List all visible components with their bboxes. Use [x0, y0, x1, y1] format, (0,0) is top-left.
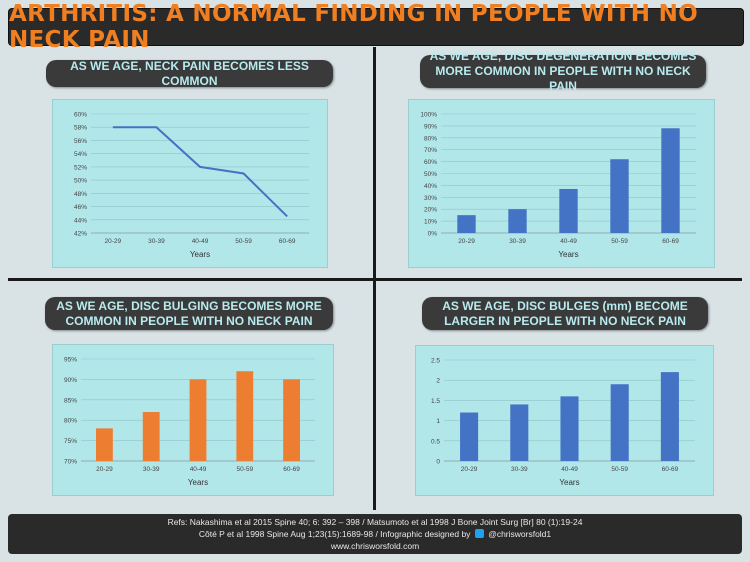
chart-title-disc-bulging: AS WE AGE, DISC BULGING BECOMES MORE COM…: [45, 297, 333, 330]
y-tick-label: 2.5: [431, 358, 440, 365]
y-tick-label: 70%: [64, 459, 77, 466]
x-tick-label: 30-39: [148, 238, 165, 245]
y-tick-label: 10%: [424, 219, 437, 226]
x-tick-label: 40-49: [192, 238, 209, 245]
y-tick-label: 70%: [424, 147, 437, 154]
y-tick-label: 100%: [420, 112, 437, 119]
chart-neck-pain: 42% 44% 46% 48% 50% 52% 54% 56% 58% 60% 20-29 30-39…: [52, 99, 328, 268]
y-tick-label: 48%: [74, 191, 87, 198]
footer-refs-line: Refs: Nakashima et al 2015 Spine 40; 6: …: [167, 517, 583, 527]
y-tick-label: 52%: [74, 164, 87, 171]
page-title: ARTHRITIS: A NORMAL FINDING IN PEOPLE WI…: [9, 1, 699, 53]
x-tick-label: 20-29: [458, 238, 475, 245]
x-tick-label: 20-29: [96, 466, 113, 473]
y-tick-label: 30%: [424, 195, 437, 202]
bar: [189, 379, 207, 461]
y-tick-label: 50%: [74, 178, 87, 185]
y-tick-label: 90%: [64, 377, 77, 384]
y-tick-label: 56%: [74, 138, 87, 145]
bar: [660, 372, 679, 461]
y-tick-label: 44%: [74, 217, 87, 224]
bar: [457, 215, 476, 233]
y-tick-label: 95%: [64, 357, 77, 364]
chart-svg: 42% 44% 46% 48% 50% 52% 54% 56% 58% 60% 20-29 30-39…: [74, 112, 309, 259]
y-tick-label: 42%: [74, 231, 87, 238]
x-tick-label: 60-69: [662, 466, 679, 473]
bar: [560, 396, 579, 461]
y-tick-label: 85%: [64, 397, 77, 404]
chart-title-neck-pain: AS WE AGE, NECK PAIN BECOMES LESS COMMON: [46, 59, 333, 88]
x-tick-label: 20-29: [104, 238, 121, 245]
chart-disc-bulge-size: 0 0.5 1 1.5 2 2.5 20-29 30-39 40-49 50-59 60-69 Yea…: [415, 345, 714, 496]
footer-credits-text: Côté P et al 1998 Spine Aug 1;23(15):168…: [198, 529, 471, 539]
y-tick-label: 80%: [64, 418, 77, 425]
y-tick-label: 58%: [74, 125, 87, 132]
y-tick-label: 20%: [424, 207, 437, 214]
x-tick-label: 40-49: [561, 466, 578, 473]
bar: [508, 209, 527, 233]
x-tick-label: 40-49: [190, 466, 207, 473]
title-bar: ARTHRITIS: A NORMAL FINDING IN PEOPLE WI…: [8, 1, 744, 53]
x-tick-label: 50-59: [611, 466, 628, 473]
chart-title-disc-bulge-size: AS WE AGE, DISC BULGES (mm) BECOME LARGE…: [422, 297, 708, 330]
y-tick-label: 90%: [424, 123, 437, 130]
y-tick-label: 54%: [74, 151, 87, 158]
y-tick-label: 80%: [424, 135, 437, 142]
x-tick-label: 50-59: [236, 466, 253, 473]
x-axis-label: Years: [190, 250, 210, 259]
chart-disc-degeneration: 0% 10% 20% 30% 40% 50% 60% 70% 80% 90% 100% 20-29 30…: [408, 99, 715, 268]
bar: [142, 412, 160, 461]
x-axis-label: Years: [558, 250, 578, 259]
y-tick-label: 1.5: [431, 398, 440, 405]
x-tick-label: 50-59: [235, 238, 252, 245]
chart-svg: 0% 10% 20% 30% 40% 50% 60% 70% 80% 90% 100% 20-29 30…: [420, 112, 696, 259]
bar: [661, 128, 680, 233]
x-tick-label: 50-59: [611, 238, 628, 245]
y-tick-label: 0%: [428, 231, 438, 238]
bar: [460, 412, 479, 461]
y-tick-label: 50%: [424, 171, 437, 178]
y-tick-label: 1: [436, 418, 440, 425]
y-tick-label: 46%: [74, 204, 87, 211]
footer: Refs: Nakashima et al 2015 Spine 40; 6: …: [8, 514, 742, 554]
bar: [610, 159, 629, 233]
x-tick-label: 60-69: [662, 238, 679, 245]
footer-website: www.chrisworsfold.com: [330, 541, 420, 551]
bar: [95, 428, 113, 461]
bar: [510, 404, 529, 461]
chart-svg: 70% 75% 80% 85% 90% 95% 20-29 30-39 40-49 50-59 60…: [64, 357, 315, 487]
x-tick-label: 20-29: [461, 466, 478, 473]
y-tick-label: 0: [436, 459, 440, 466]
x-tick-label: 30-39: [143, 466, 160, 473]
x-axis-label: Years: [188, 478, 208, 487]
chart-svg: 0 0.5 1 1.5 2 2.5 20-29 30-39 40-49 50-59 60-69 Yea…: [431, 358, 695, 487]
series-line: [112, 126, 288, 218]
y-tick-label: 60%: [74, 112, 87, 119]
chart-title-disc-degeneration: AS WE AGE, DISC DEGENERATION BECOMES MOR…: [420, 49, 706, 93]
bar: [559, 188, 578, 233]
x-axis-label: Years: [559, 478, 579, 487]
twitter-handle: @chrisworsfold1: [488, 529, 552, 539]
footer-credits-line: Côté P et al 1998 Spine Aug 1;23(15):168…: [8, 528, 742, 540]
y-tick-label: 40%: [424, 183, 437, 190]
y-tick-label: 75%: [64, 438, 77, 445]
x-tick-label: 40-49: [560, 238, 577, 245]
bar: [236, 371, 254, 461]
horizontal-divider: [8, 278, 742, 281]
x-tick-label: 30-39: [511, 466, 528, 473]
twitter-icon: [474, 529, 484, 538]
x-tick-label: 60-69: [279, 238, 296, 245]
chart-disc-bulging: 70% 75% 80% 85% 90% 95% 20-29 30-39 40-49 50-59 60…: [52, 344, 334, 496]
y-tick-label: 2: [436, 378, 440, 385]
x-tick-label: 60-69: [283, 466, 300, 473]
y-tick-label: 60%: [424, 159, 437, 166]
bar: [610, 384, 629, 461]
x-tick-label: 30-39: [509, 238, 526, 245]
y-tick-label: 0.5: [431, 438, 440, 445]
bar: [283, 379, 301, 461]
